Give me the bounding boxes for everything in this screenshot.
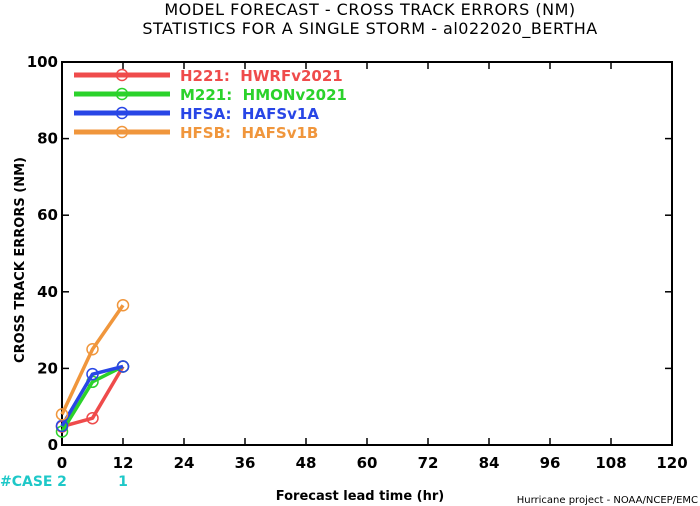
series-2 (55, 360, 130, 433)
plot-frame (61, 61, 673, 446)
x-axis-label: Forecast lead time (hr) (276, 489, 444, 504)
series-layer (55, 298, 130, 438)
data-point (116, 298, 130, 312)
x-tick-label: 96 (540, 454, 561, 472)
series-line (60, 364, 124, 433)
x-tick-label: 36 (235, 454, 256, 472)
series-line (61, 365, 125, 429)
y-tick-label: 80 (37, 130, 58, 148)
data-point (116, 360, 130, 373)
x-tick-label: 0 (57, 454, 67, 472)
data-point (55, 408, 69, 421)
x-tick-label: 24 (174, 454, 195, 472)
chart-title-line2: STATISTICS FOR A SINGLE STORM - al022020… (142, 19, 597, 39)
case-count: 1 (118, 474, 128, 490)
y-tick-label: 100 (27, 53, 58, 71)
legend-label: H221: HWRFv2021 (180, 67, 343, 85)
data-point (86, 411, 99, 425)
series-line (60, 304, 125, 416)
legend-marker (115, 125, 129, 139)
data-point (55, 425, 69, 438)
data-point (86, 343, 99, 356)
x-tick-label: 84 (479, 454, 500, 472)
legend-item-3: HFSB: HAFSv1B (74, 124, 318, 142)
y-tick-label: 60 (37, 206, 58, 224)
legend-marker (115, 68, 129, 82)
x-tick-label: 60 (357, 454, 378, 472)
y-axis-ticks: 0 20 40 60 80 100 (27, 53, 672, 454)
legend-label: M221: HMONv2021 (180, 86, 347, 104)
legend-label: HFSB: HAFSv1B (180, 124, 318, 142)
y-tick-label: 20 (37, 359, 58, 377)
y-tick-label: 40 (37, 283, 58, 301)
legend-item-0: H221: HWRFv2021 (74, 67, 343, 85)
legend-label: HFSA: HAFSv1A (180, 105, 319, 123)
chart-title-line1: MODEL FORECAST - CROSS TRACK ERRORS (NM) (164, 0, 575, 19)
y-axis-label: CROSS TRACK ERRORS (NM) (13, 157, 28, 363)
x-tick-label: 108 (595, 454, 626, 472)
x-tick-label: 48 (296, 454, 317, 472)
x-tick-label: 120 (656, 454, 687, 472)
case-count: 2 (57, 474, 67, 490)
x-tick-label: 12 (113, 454, 134, 472)
series-3 (55, 298, 130, 421)
credit-text: Hurricane project - NOAA/NCEP/EMC (517, 495, 698, 506)
x-tick-label: 72 (418, 454, 439, 472)
case-label: #CASE (0, 474, 53, 490)
series-line (60, 364, 124, 427)
data-point (86, 367, 99, 381)
legend-item-1: M221: HMONv2021 (74, 86, 347, 104)
y-tick-label: 0 (48, 436, 58, 454)
legend-marker (115, 87, 129, 101)
legend-item-2: HFSA: HAFSv1A (74, 105, 319, 123)
legend-marker (115, 106, 129, 120)
plot-border (61, 61, 673, 446)
x-axis-ticks: 0 12 24 36 48 60 72 84 96 108 120 (57, 62, 688, 472)
